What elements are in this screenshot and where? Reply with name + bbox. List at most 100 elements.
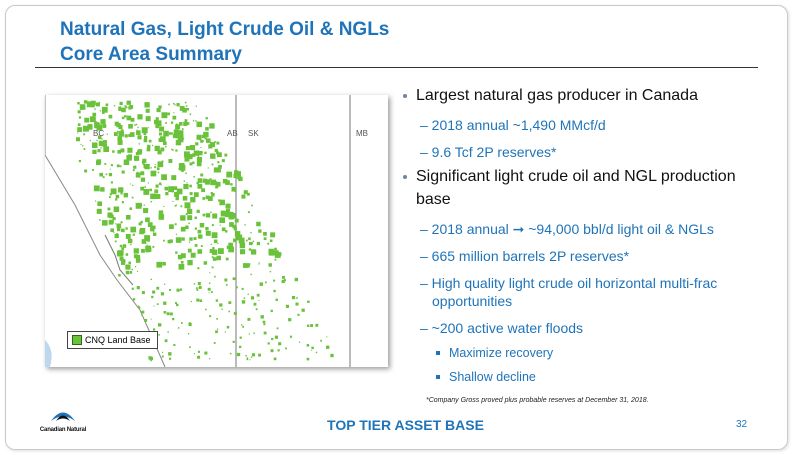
- land-patch: [117, 136, 122, 141]
- land-patch: [224, 153, 228, 157]
- land-patch: [177, 130, 184, 137]
- land-patch: [282, 275, 285, 279]
- land-patch: [211, 249, 218, 255]
- land-patch: [154, 164, 156, 166]
- land-patch: [201, 140, 204, 142]
- land-patch: [112, 150, 115, 153]
- land-patch: [92, 169, 94, 171]
- legend-label: CNQ Land Base: [85, 335, 151, 345]
- land-patch: [196, 181, 199, 185]
- bullet-level-1: Significant light crude oil and NGL prod…: [400, 165, 770, 211]
- land-patch: [196, 121, 202, 128]
- land-patch: [120, 221, 123, 224]
- land-patch: [306, 324, 310, 327]
- land-patch: [262, 320, 266, 324]
- land-patch: [106, 133, 109, 135]
- land-patch: [197, 249, 203, 254]
- map: BC AB SK MB CNQ Land Base: [45, 95, 388, 367]
- land-patch: [163, 311, 167, 314]
- province-label: BC: [93, 129, 105, 138]
- land-patch: [164, 283, 166, 285]
- land-patch: [168, 352, 172, 356]
- land-patch: [217, 242, 219, 245]
- land-patch: [104, 143, 107, 147]
- land-patch: [186, 108, 190, 111]
- land-patch: [214, 275, 216, 278]
- bullet-level-1: Largest natural gas producer in Canada: [400, 84, 770, 107]
- province-label: MB: [356, 129, 368, 138]
- land-patch: [236, 234, 243, 241]
- land-patch: [209, 248, 214, 254]
- bullet-level-2: – 9.6 Tcf 2P reserves*: [420, 144, 557, 160]
- logo-text: Canadian Natural: [39, 427, 87, 433]
- land-patch: [167, 239, 172, 244]
- land-patch: [148, 127, 150, 129]
- land-patch: [211, 266, 214, 269]
- land-patch: [185, 172, 187, 175]
- land-patch: [126, 100, 131, 105]
- land-patch: [158, 334, 160, 336]
- land-patch: [297, 313, 300, 316]
- land-patch: [187, 154, 193, 160]
- land-patch: [84, 117, 90, 123]
- land-patch: [187, 333, 190, 335]
- land-patch: [258, 263, 260, 265]
- land-patch: [165, 192, 169, 196]
- land-patch: [263, 232, 267, 236]
- land-patch: [113, 105, 116, 107]
- land-patch: [161, 355, 164, 358]
- land-patch: [113, 206, 120, 213]
- land-patch: [229, 222, 234, 227]
- land-patch: [260, 315, 264, 319]
- land-patch: [235, 286, 238, 289]
- land-patch: [152, 328, 156, 331]
- land-patch: [83, 133, 86, 136]
- land-patch: [110, 164, 113, 167]
- land-patch: [149, 188, 152, 192]
- land-patch: [96, 139, 98, 142]
- land-patch: [129, 132, 135, 137]
- land-patch: [142, 163, 145, 166]
- land-patch: [241, 324, 243, 326]
- title-line: Core Area Summary: [60, 44, 242, 65]
- land-patch: [97, 201, 103, 207]
- land-patch: [176, 288, 180, 292]
- land-patch: [165, 122, 167, 124]
- land-patch: [201, 188, 206, 193]
- slide-frame: [5, 5, 788, 450]
- land-patch: [251, 204, 253, 207]
- land-patch: [175, 139, 182, 146]
- land-patch: [170, 121, 174, 124]
- land-patch: [133, 248, 139, 254]
- land-patch: [174, 191, 180, 197]
- land-patch: [207, 196, 213, 201]
- land-patch: [138, 222, 142, 226]
- land-patch: [121, 170, 125, 174]
- land-patch: [138, 175, 141, 178]
- land-patch: [129, 183, 131, 185]
- land-patch: [189, 192, 193, 196]
- land-patch: [209, 315, 212, 318]
- land-patch: [160, 184, 162, 186]
- land-patch: [115, 223, 117, 225]
- land-patch: [193, 192, 199, 197]
- land-patch: [77, 123, 81, 126]
- land-patch: [208, 358, 211, 360]
- land-patch: [248, 241, 253, 246]
- land-patch: [146, 244, 148, 246]
- bc-ab-border: [104, 234, 134, 286]
- land-patch: [228, 246, 235, 253]
- land-patch: [96, 208, 102, 214]
- land-patch: [247, 211, 250, 214]
- land-patch: [119, 101, 123, 106]
- land-patch: [130, 117, 135, 122]
- land-patch: [152, 290, 156, 294]
- land-patch: [194, 244, 198, 247]
- land-patch: [172, 149, 174, 151]
- land-patch: [159, 136, 166, 143]
- land-patch: [248, 248, 252, 251]
- land-patch: [219, 303, 223, 307]
- land-patch: [174, 223, 177, 226]
- land-patch: [162, 141, 167, 146]
- land-patch: [195, 120, 197, 122]
